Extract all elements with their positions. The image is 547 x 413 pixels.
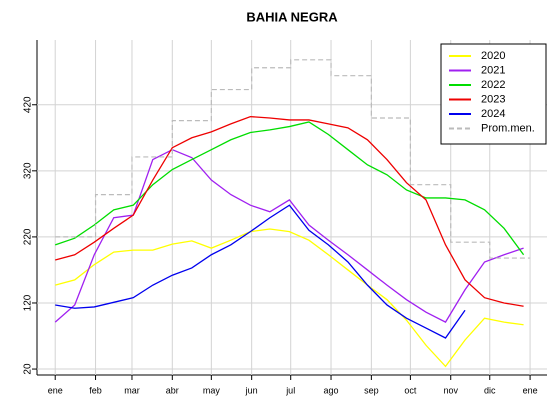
y-tick-label: 120 <box>23 294 34 311</box>
legend-label: 2020 <box>481 50 505 62</box>
legend-label: 2021 <box>481 64 505 76</box>
legend-label: Prom.men. <box>481 122 535 134</box>
y-tick-label: 320 <box>23 162 34 179</box>
x-tick-label: may <box>203 385 221 395</box>
x-tick-label: feb <box>89 385 102 395</box>
x-tick-label: abr <box>166 385 179 395</box>
legend-box <box>440 43 547 145</box>
series-line <box>55 228 524 368</box>
legend-label: 2023 <box>481 93 505 105</box>
x-tick-label: ene <box>48 385 63 395</box>
series-line <box>55 59 531 259</box>
chart-title: BAHIA NEGRA <box>246 9 338 24</box>
x-tick-label: mar <box>124 385 140 395</box>
x-tick-label: dic <box>484 385 496 395</box>
x-tick-label: oct <box>404 385 417 395</box>
legend-label: 2022 <box>481 79 505 91</box>
series-line <box>54 148 524 323</box>
y-tick-label: 20 <box>23 363 34 375</box>
x-tick-label: jul <box>285 385 295 395</box>
series-line <box>55 121 525 256</box>
series-line <box>55 115 524 307</box>
series-line <box>55 204 466 339</box>
y-tick-label: 220 <box>23 228 34 245</box>
x-tick-label: jun <box>245 385 258 395</box>
x-tick-label: nov <box>443 385 458 395</box>
x-tick-label: ene <box>523 385 538 395</box>
x-tick-label: sep <box>364 385 379 395</box>
x-tick-label: ago <box>324 385 339 395</box>
legend-label: 2024 <box>481 108 505 120</box>
y-tick-label: 420 <box>23 96 34 113</box>
